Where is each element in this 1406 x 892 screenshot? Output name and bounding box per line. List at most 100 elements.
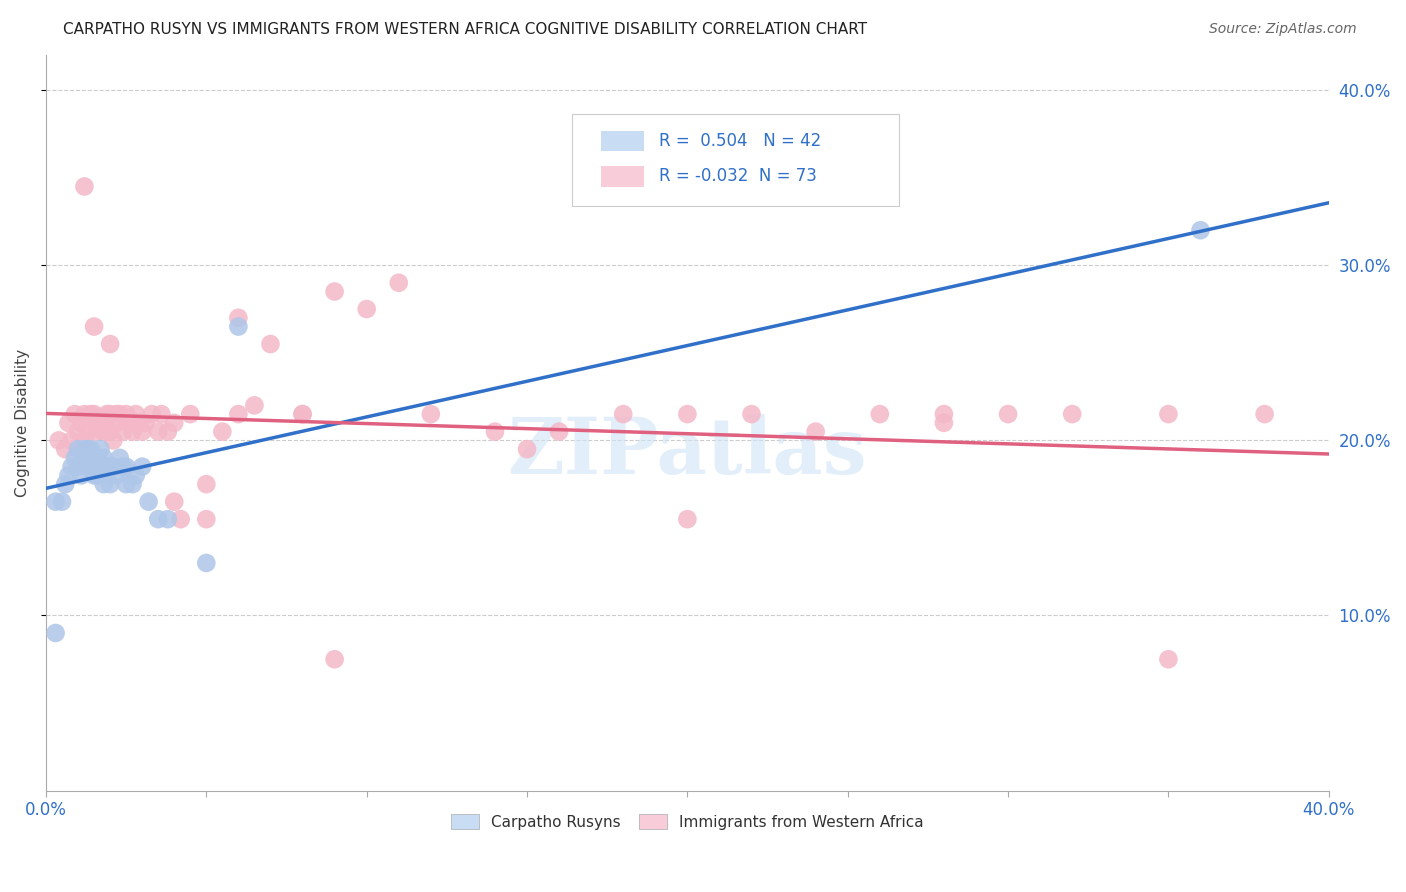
- Y-axis label: Cognitive Disability: Cognitive Disability: [15, 349, 30, 497]
- Text: R = -0.032  N = 73: R = -0.032 N = 73: [659, 168, 817, 186]
- Point: [103, 434, 125, 448]
- Point: [51, 494, 73, 508]
- Point: [83, 468, 105, 483]
- Point: [98, 407, 121, 421]
- Point: [103, 459, 125, 474]
- Point: [291, 407, 314, 421]
- Point: [60, 459, 83, 474]
- Point: [105, 416, 128, 430]
- Point: [676, 407, 699, 421]
- Point: [89, 459, 111, 474]
- Point: [195, 556, 218, 570]
- Point: [73, 450, 96, 465]
- Point: [121, 425, 143, 439]
- Point: [211, 425, 233, 439]
- Point: [115, 459, 138, 474]
- Point: [73, 434, 96, 448]
- Point: [932, 416, 955, 430]
- Point: [93, 416, 115, 430]
- FancyBboxPatch shape: [572, 114, 898, 206]
- Point: [70, 416, 93, 430]
- Point: [67, 459, 90, 474]
- Point: [932, 407, 955, 421]
- Point: [93, 477, 115, 491]
- Point: [83, 407, 105, 421]
- Point: [45, 494, 67, 508]
- Point: [128, 416, 150, 430]
- Point: [76, 442, 98, 457]
- Point: [58, 416, 80, 430]
- Point: [83, 416, 105, 430]
- Text: R =  0.504   N = 42: R = 0.504 N = 42: [659, 132, 821, 150]
- Point: [163, 494, 186, 508]
- Point: [96, 459, 118, 474]
- Text: Source: ZipAtlas.com: Source: ZipAtlas.com: [1209, 22, 1357, 37]
- Point: [156, 512, 179, 526]
- Point: [804, 425, 827, 439]
- Point: [121, 477, 143, 491]
- Point: [131, 459, 153, 474]
- Point: [228, 310, 250, 325]
- Point: [323, 285, 346, 299]
- Point: [1157, 407, 1180, 421]
- Point: [73, 407, 96, 421]
- Point: [111, 425, 134, 439]
- Point: [98, 459, 121, 474]
- Point: [388, 276, 411, 290]
- Point: [108, 407, 131, 421]
- Point: [869, 407, 891, 421]
- Point: [98, 425, 121, 439]
- Point: [83, 459, 105, 474]
- Point: [150, 407, 173, 421]
- Point: [125, 407, 148, 421]
- Point: [138, 494, 160, 508]
- Point: [86, 468, 108, 483]
- Point: [419, 407, 441, 421]
- Point: [111, 459, 134, 474]
- Point: [356, 301, 378, 316]
- Point: [676, 512, 699, 526]
- Point: [89, 442, 111, 457]
- Legend: Carpatho Rusyns, Immigrants from Western Africa: Carpatho Rusyns, Immigrants from Western…: [446, 807, 929, 836]
- Point: [76, 425, 98, 439]
- Point: [53, 442, 76, 457]
- Point: [612, 407, 634, 421]
- Point: [243, 398, 266, 412]
- Point: [148, 512, 170, 526]
- Point: [58, 468, 80, 483]
- Point: [80, 450, 103, 465]
- Point: [1062, 407, 1084, 421]
- Point: [195, 512, 218, 526]
- Point: [118, 416, 141, 430]
- Point: [1253, 407, 1275, 421]
- Point: [134, 416, 156, 430]
- Point: [163, 416, 186, 430]
- Point: [323, 652, 346, 666]
- Point: [108, 450, 131, 465]
- Bar: [602, 131, 644, 152]
- Point: [67, 425, 90, 439]
- Point: [53, 477, 76, 491]
- Point: [86, 450, 108, 465]
- Point: [115, 407, 138, 421]
- Point: [141, 407, 163, 421]
- Point: [125, 468, 148, 483]
- Point: [741, 407, 763, 421]
- Point: [93, 450, 115, 465]
- Point: [228, 407, 250, 421]
- Point: [131, 425, 153, 439]
- Point: [98, 477, 121, 491]
- Point: [195, 477, 218, 491]
- Point: [179, 407, 201, 421]
- Point: [86, 425, 108, 439]
- Point: [73, 442, 96, 457]
- Point: [45, 626, 67, 640]
- Point: [148, 425, 170, 439]
- Point: [70, 468, 93, 483]
- Point: [63, 450, 86, 465]
- Point: [228, 319, 250, 334]
- Point: [93, 425, 115, 439]
- Point: [105, 468, 128, 483]
- Point: [73, 179, 96, 194]
- Point: [169, 512, 191, 526]
